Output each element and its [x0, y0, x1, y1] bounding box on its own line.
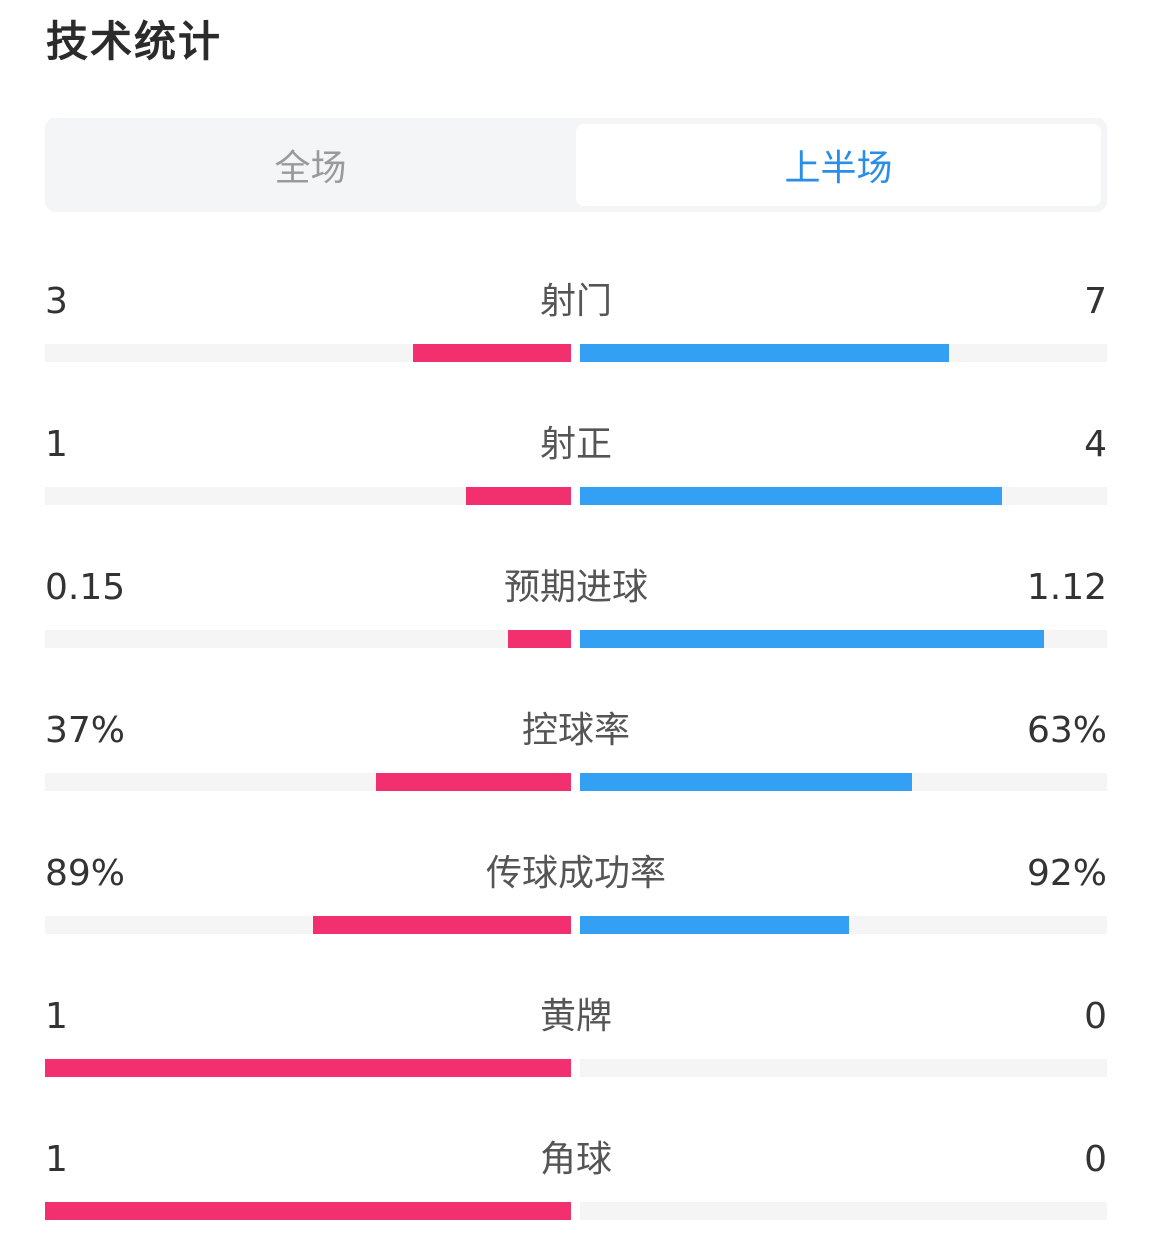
- stat-label: 控球率: [521, 710, 630, 751]
- away-bar-track: [580, 1059, 1107, 1077]
- stat-row-corners: 1 角球 0: [45, 1120, 1107, 1230]
- away-bar-track: [580, 487, 1107, 505]
- home-value: 1: [45, 1139, 68, 1180]
- home-bar-track: [45, 916, 571, 934]
- tab-full-match[interactable]: 全场: [274, 148, 347, 189]
- home-bar: [507, 630, 571, 648]
- stat-row-pass-accuracy: 89% 传球成功率 92%: [45, 834, 1107, 944]
- stat-label: 角球: [539, 1139, 612, 1180]
- stat-row-yellow-cards: 1 黄牌 0: [45, 977, 1107, 1087]
- stat-label: 射正: [539, 424, 612, 465]
- away-bar: [580, 487, 1002, 505]
- stat-label: 传球成功率: [485, 853, 666, 894]
- home-bar-track: [45, 1059, 571, 1077]
- away-bar-track: [580, 344, 1107, 362]
- home-bar-track: [45, 773, 571, 791]
- tab-first-half[interactable]: 上半场: [576, 124, 1101, 206]
- away-bar: [580, 344, 949, 362]
- home-bar: [413, 344, 571, 362]
- home-value: 3: [45, 281, 68, 322]
- home-value: 1: [45, 996, 68, 1037]
- away-bar: [580, 916, 849, 934]
- away-value: 0: [1084, 996, 1107, 1037]
- away-value: 1.12: [1026, 567, 1107, 608]
- home-bar: [45, 1059, 571, 1077]
- home-bar-track: [45, 1202, 571, 1220]
- home-bar-track: [45, 630, 571, 648]
- away-bar-track: [580, 773, 1107, 791]
- home-bar: [313, 916, 571, 934]
- home-bar: [376, 773, 571, 791]
- away-value: 4: [1084, 424, 1107, 465]
- away-value: 63%: [1026, 710, 1107, 751]
- home-value: 37%: [45, 710, 126, 751]
- away-bar-track: [580, 630, 1107, 648]
- home-bar-track: [45, 487, 571, 505]
- home-bar: [45, 1202, 571, 1220]
- home-bar: [465, 487, 571, 505]
- stat-row-shots-on-target: 1 射正 4: [45, 405, 1107, 515]
- period-tabs: 全场 上半场: [45, 118, 1107, 212]
- stat-label: 预期进球: [503, 567, 648, 608]
- away-bar-track: [580, 916, 1107, 934]
- away-bar-track: [580, 1202, 1107, 1220]
- away-value: 7: [1084, 281, 1107, 322]
- stat-row-possession: 37% 控球率 63%: [45, 691, 1107, 801]
- stat-label: 射门: [539, 281, 612, 322]
- home-value: 0.15: [45, 567, 126, 608]
- away-bar: [580, 773, 912, 791]
- away-bar: [580, 630, 1044, 648]
- stat-row-expected-goals: 0.15 预期进球 1.12: [45, 548, 1107, 658]
- home-value: 1: [45, 424, 68, 465]
- stat-row-shots: 3 射门 7: [45, 262, 1107, 372]
- away-value: 0: [1084, 1139, 1107, 1180]
- page-title: 技术统计: [46, 17, 223, 66]
- home-value: 89%: [45, 853, 126, 894]
- stat-label: 黄牌: [539, 996, 612, 1037]
- away-value: 92%: [1026, 853, 1107, 894]
- home-bar-track: [45, 344, 571, 362]
